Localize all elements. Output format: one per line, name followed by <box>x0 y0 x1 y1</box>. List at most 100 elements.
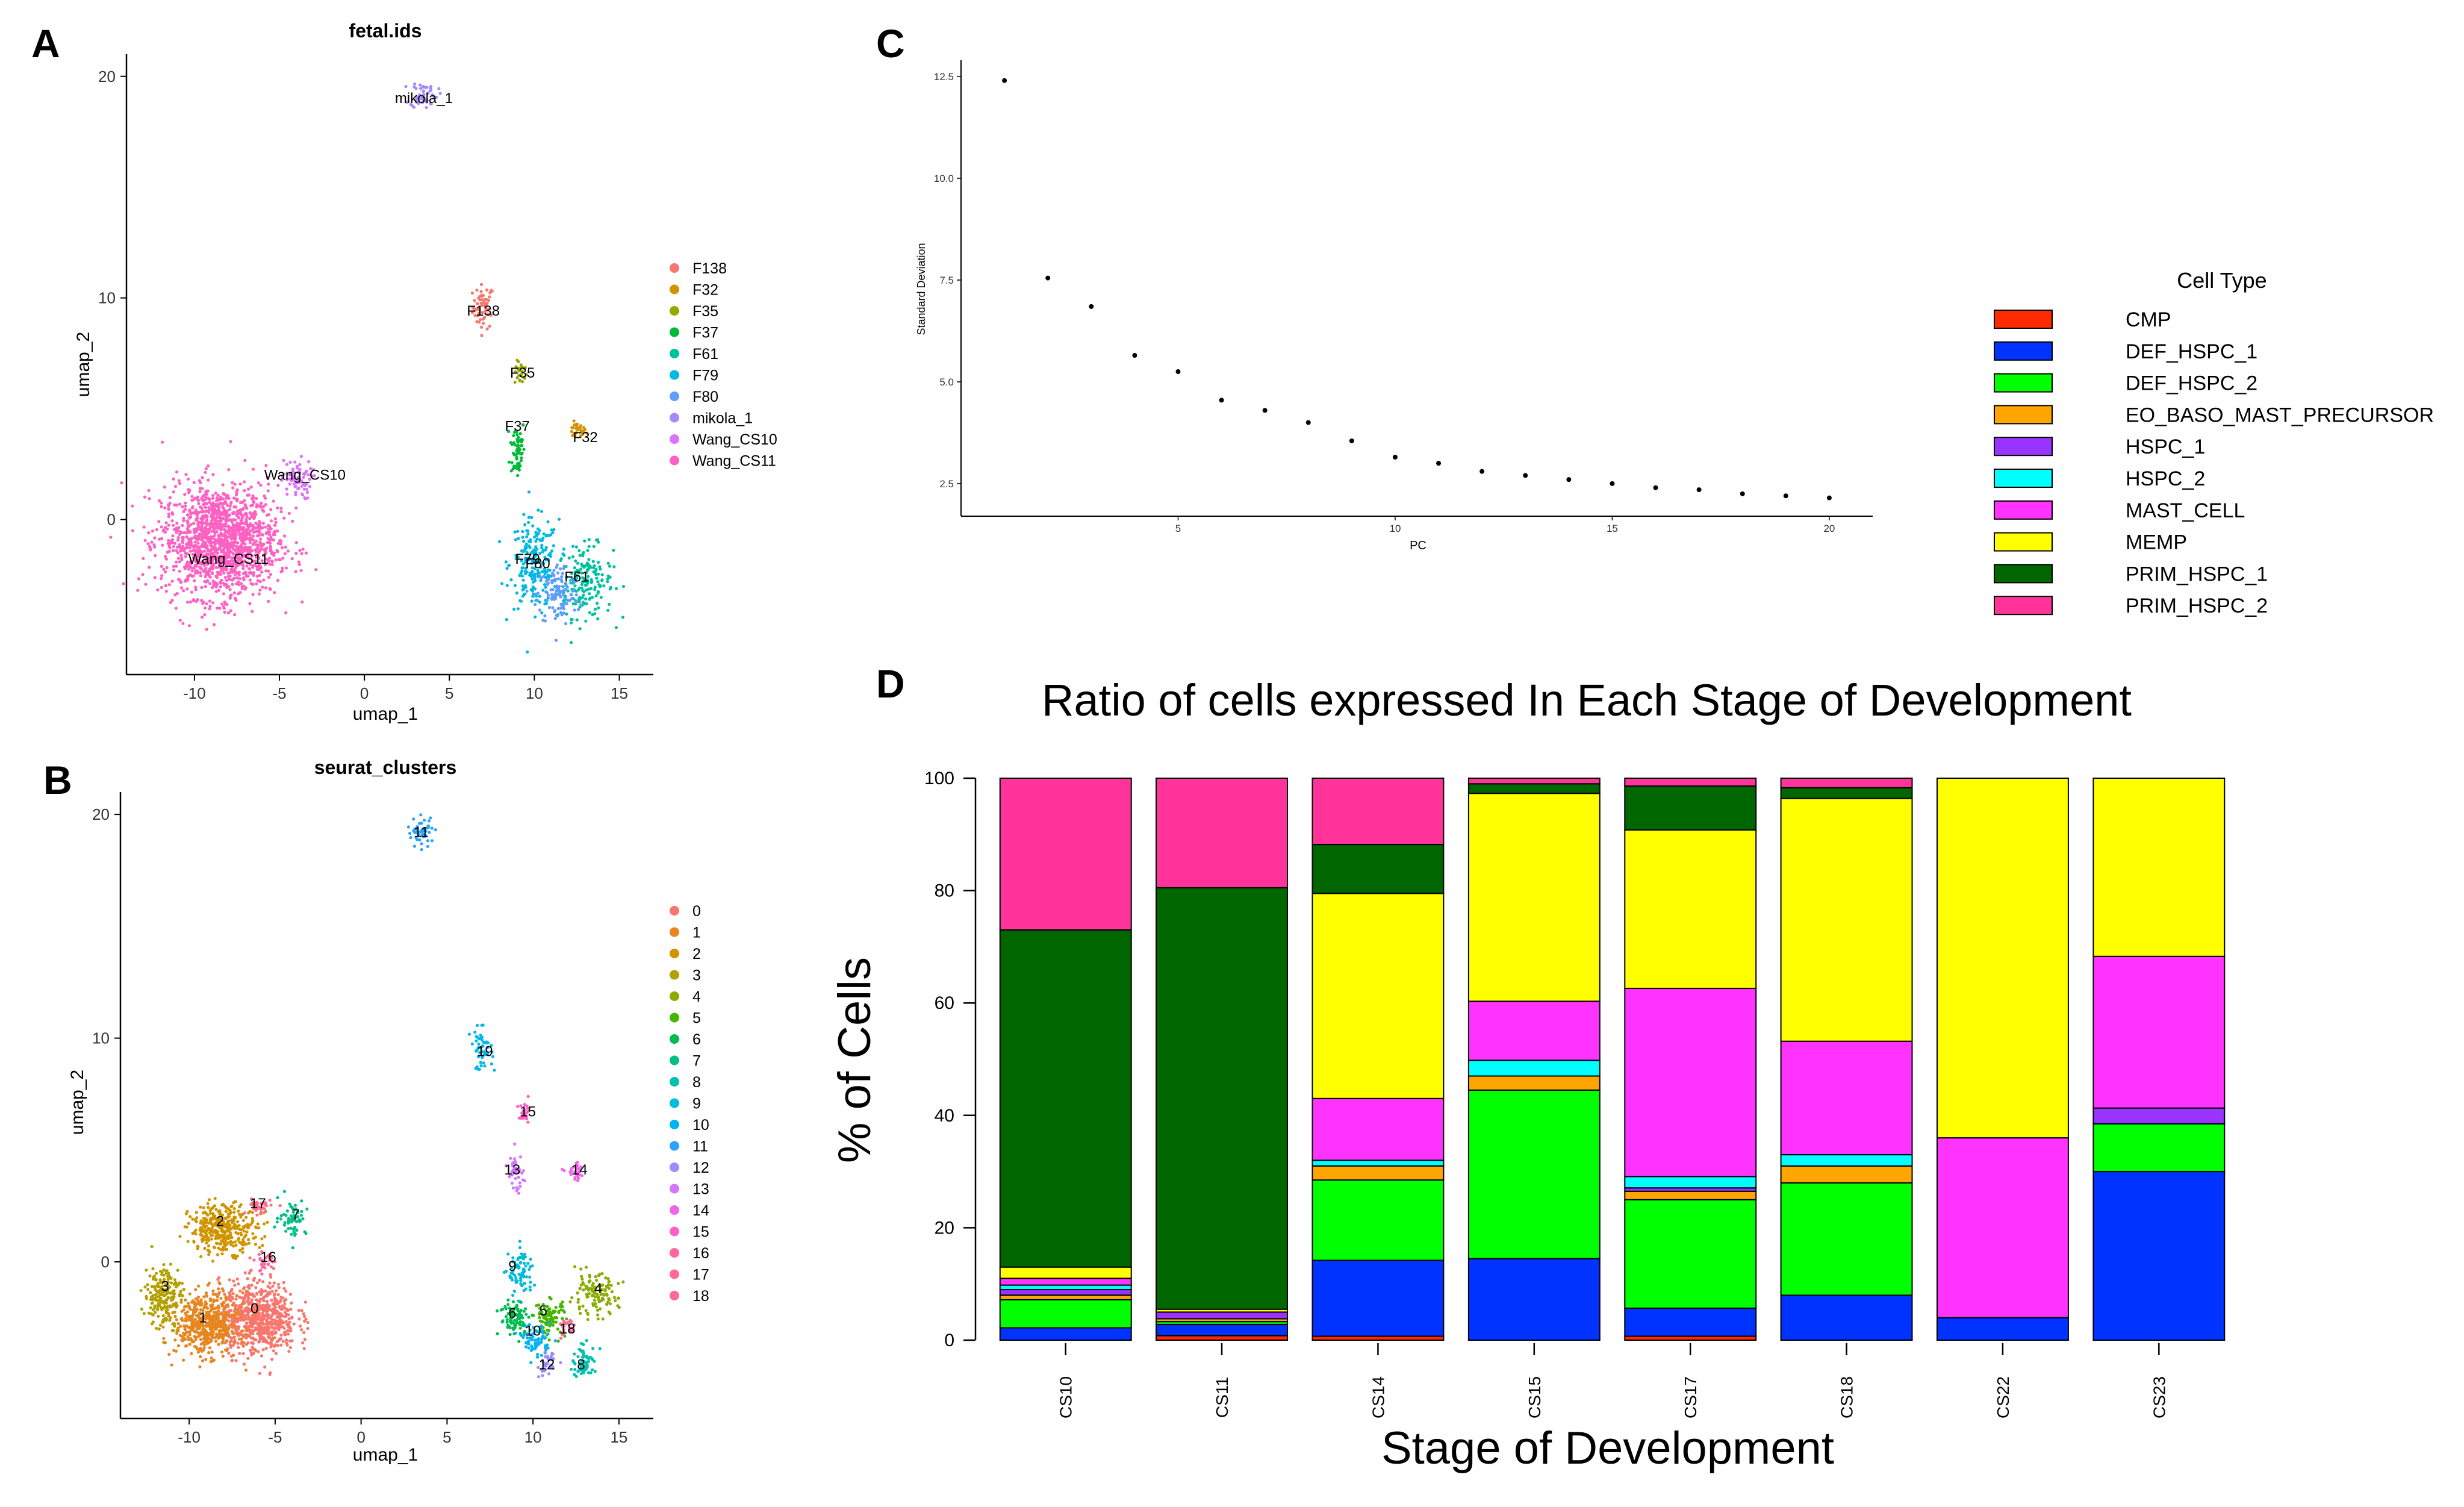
umap-point <box>588 597 591 601</box>
umap-point <box>219 582 222 585</box>
umap-point <box>588 545 591 548</box>
umap-point <box>198 1326 201 1329</box>
umap-point <box>267 1329 270 1332</box>
umap-point <box>538 608 541 611</box>
umap-point <box>608 1287 611 1290</box>
umap-point <box>194 530 198 533</box>
umap-point <box>178 1235 181 1238</box>
umap-point <box>582 1343 585 1346</box>
umap-point <box>314 568 317 571</box>
umap-point <box>264 497 267 500</box>
umap-point <box>283 1223 286 1226</box>
umap-point <box>159 1324 162 1327</box>
umap-point <box>247 488 250 491</box>
umap-point <box>425 86 428 89</box>
umap-point <box>187 568 190 571</box>
umap-point <box>194 572 197 575</box>
umap-point <box>540 611 543 614</box>
umap-point <box>237 1232 240 1235</box>
umap-point <box>541 1374 544 1377</box>
umap-point <box>160 525 163 528</box>
umap-point <box>232 1353 235 1356</box>
umap-point <box>535 1342 538 1345</box>
umap-point <box>250 1284 254 1287</box>
umap-point <box>227 1328 230 1331</box>
umap-point <box>290 1339 293 1342</box>
umap-point <box>185 1344 188 1347</box>
umap-point <box>178 533 181 536</box>
umap-point <box>194 1346 198 1349</box>
umap-point <box>551 594 554 597</box>
umap-point <box>480 326 483 329</box>
umap-point <box>513 1326 516 1329</box>
umap-point <box>529 540 532 543</box>
umap-point <box>213 1324 216 1328</box>
umap-point <box>217 507 220 510</box>
umap-point <box>243 1211 246 1214</box>
umap-point <box>539 539 542 542</box>
umap-point <box>167 507 170 510</box>
umap-point <box>227 611 230 614</box>
umap-point <box>581 596 584 599</box>
umap-point <box>597 591 600 594</box>
umap-point <box>225 1317 228 1320</box>
umap-point <box>285 1338 288 1341</box>
umap-point <box>208 1250 211 1253</box>
umap-point <box>187 543 190 546</box>
umap-point <box>594 573 597 576</box>
umap-point <box>231 1288 234 1291</box>
umap-point <box>200 586 203 589</box>
umap-point <box>554 617 557 620</box>
umap-point <box>413 83 416 86</box>
umap-point <box>501 1320 504 1323</box>
umap-point <box>210 1238 213 1241</box>
umap-point <box>533 575 536 578</box>
umap-point <box>186 1311 189 1314</box>
umap-point <box>199 526 202 529</box>
umap-point <box>563 1311 566 1314</box>
umap-point <box>193 579 196 582</box>
umap-point <box>235 576 238 579</box>
umap-point <box>263 1235 266 1238</box>
umap-point <box>211 1234 214 1237</box>
umap-point <box>538 594 541 597</box>
umap-point <box>210 522 213 525</box>
umap-point <box>597 541 600 544</box>
umap-point <box>228 588 231 591</box>
umap-point <box>213 532 216 535</box>
umap-point <box>181 524 184 527</box>
umap-point <box>520 457 523 460</box>
umap-point <box>206 1336 209 1339</box>
umap-point <box>232 1211 235 1214</box>
umap-point <box>231 569 234 572</box>
umap-point <box>267 537 270 540</box>
umap-point <box>156 1285 159 1288</box>
umap-point <box>207 1228 210 1231</box>
umap-point <box>517 607 520 610</box>
umap-point <box>234 1316 237 1319</box>
umap-point <box>518 469 521 472</box>
umap-point <box>527 521 530 524</box>
umap-point <box>203 1344 206 1347</box>
umap-point <box>546 599 549 602</box>
umap-point <box>210 1222 213 1225</box>
umap-point <box>178 1292 181 1295</box>
umap-point <box>231 540 234 543</box>
umap-point <box>242 1345 245 1348</box>
umap-point <box>537 591 540 594</box>
umap-point <box>526 1121 529 1124</box>
umap-point <box>575 423 578 426</box>
umap-point <box>152 1320 155 1323</box>
umap-point <box>588 538 591 541</box>
umap-point <box>243 543 246 546</box>
x-tick-label: 5 <box>445 684 453 702</box>
umap-point <box>202 1217 205 1220</box>
umap-point <box>248 602 251 605</box>
umap-point <box>582 1352 585 1355</box>
umap-point <box>306 1321 310 1324</box>
umap-point <box>519 1282 522 1285</box>
umap-point <box>259 537 262 540</box>
umap-point <box>216 516 219 519</box>
umap-point <box>557 578 560 581</box>
umap-point <box>532 585 535 588</box>
